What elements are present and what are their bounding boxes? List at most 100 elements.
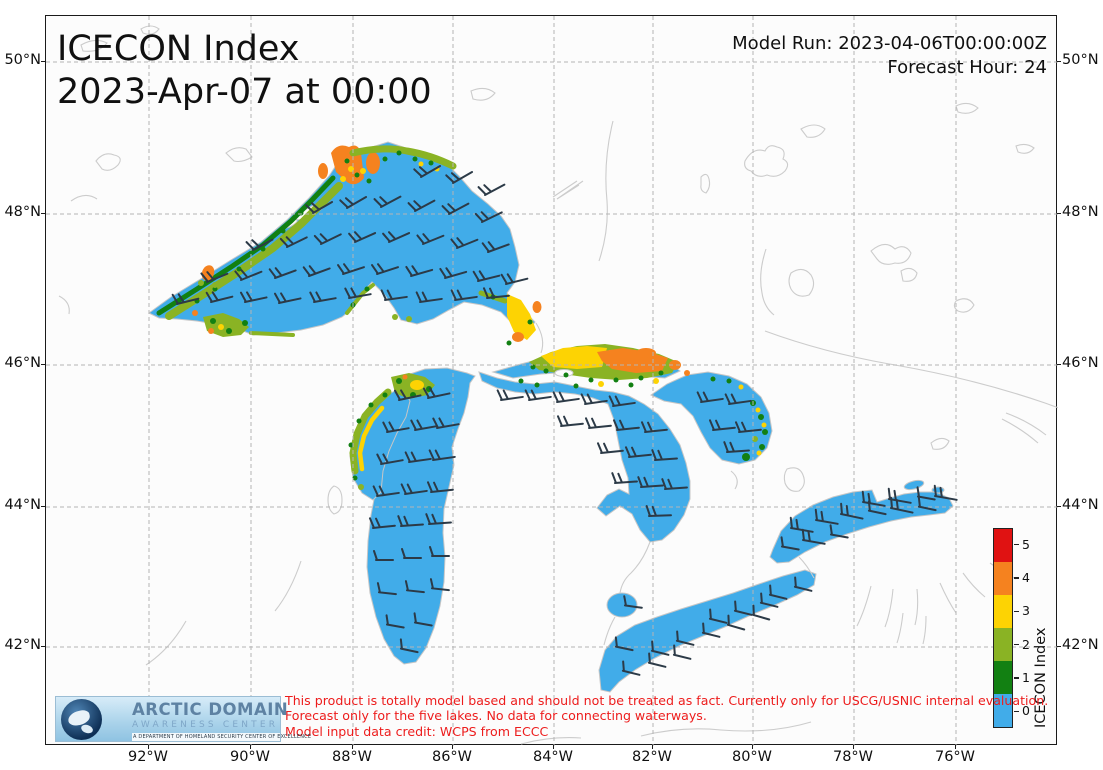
georgian-bay [649,371,773,465]
wind-barb [441,202,470,215]
wind-barb [552,391,580,403]
wind-barb [726,614,746,631]
wind-barb [268,267,297,279]
wind-barb [647,652,667,668]
wind-barb [313,233,342,245]
lat-tick-label-left: 44°N [4,497,41,513]
lon-tickmark [451,745,453,749]
wind-barb [376,582,397,596]
wind-barb [867,500,887,516]
wind-barb [696,391,724,403]
wind-barb [429,546,450,557]
wind-barb [279,236,308,248]
wind-barb [393,389,422,401]
wind-barb [404,580,425,594]
graticule [46,16,1058,746]
disclaimer-line1: This product is totally model based and … [285,693,1049,708]
logo-subtitle: AWARENESS CENTER [132,720,279,730]
wind-barb [422,387,451,399]
wind-barb [372,485,400,497]
lat-tickmark [1057,645,1061,647]
wind-barb [840,502,864,520]
colorbar-segment [994,562,1012,595]
wind-barb [496,389,524,401]
wind-barb [200,271,229,283]
wind-barb [481,241,510,253]
wind-barb [428,449,456,461]
wind-barb [382,231,411,243]
lon-tick-label: 88°W [331,749,373,765]
disclaimer-line2: Forecast only for the five lakes. No dat… [285,708,707,724]
wind-barb [733,600,753,616]
wind-barb [373,195,402,208]
wind-barb [234,269,263,281]
colorbar-segment [994,529,1012,562]
colorbar-tickmark [1014,643,1019,646]
colorbar-tick-label: 1 [1022,670,1030,685]
lon-tick-label: 78°W [832,749,874,765]
wind-barb [814,508,839,525]
colorbar-tickmark [1014,710,1019,713]
wind-barb [397,515,424,527]
forecast-hour-text: Forecast Hour: 24 [887,57,1047,79]
wind-barb [640,421,668,433]
wind-barb [651,449,678,461]
wind-barb [580,393,608,405]
wind-barb [344,287,372,299]
lat-tick-label-right: 48°N [1062,204,1099,220]
wind-barb [399,638,419,654]
wind-barb [339,196,368,209]
lat-tickmark [41,505,45,507]
wind-barb [445,171,474,184]
wind-barb [302,265,331,277]
wind-barb [426,481,454,493]
globe-icon [61,699,102,740]
lat-tick-label-right: 44°N [1062,497,1099,513]
colorbar-tickmark [1014,543,1019,546]
lake-ontario [769,489,954,564]
colorbar-segment [994,628,1012,661]
lon-tickmark [351,745,353,749]
wind-barb [917,496,937,512]
wind-barb [637,476,664,488]
colorbar-tick-label: 2 [1022,636,1030,652]
lakes [148,141,954,693]
lat-tick-label-left: 50°N [4,52,41,68]
lat-tickmark [41,645,45,647]
lon-tickmark [751,745,753,749]
wind-barb [612,419,640,431]
rivers [535,322,815,646]
wind-barb [482,287,510,299]
plot-title: ICECON Index 2023-Apr-07 at 00:00 [57,28,432,114]
lat-tick-label-left: 46°N [4,355,41,371]
lon-tick-label: 86°W [431,749,473,765]
wind-barb [614,636,634,652]
lat-tickmark [1057,212,1061,214]
wind-barb [623,595,643,609]
lat-tickmark [1057,505,1061,507]
wind-barb [793,576,813,592]
wind-barb [416,233,445,245]
lat-tick-label-right: 50°N [1062,52,1099,68]
wind-barb [239,291,268,303]
ice-patches [156,145,768,490]
lake-st-clair [606,592,638,618]
wind-barb [780,536,800,551]
wind-barb [450,289,478,301]
logo-title: ARCTIC DOMAIN [132,700,289,719]
colorbar-tickmark [1014,577,1019,579]
wind-barb [472,270,501,282]
wind-barb [376,453,404,465]
wind-barb [829,524,849,539]
wind-barb [385,614,405,629]
wind-barb [524,389,552,401]
wind-barb [205,291,234,303]
wind-barb [611,472,638,484]
lat-tickmark [41,60,45,62]
model-info: Model Run: 2023-04-06T00:00:00Z Forecast… [732,32,1047,81]
wind-barb [401,548,422,559]
wind-barb [672,644,692,660]
lat-tickmark [41,212,45,214]
wind-barb [432,417,460,429]
